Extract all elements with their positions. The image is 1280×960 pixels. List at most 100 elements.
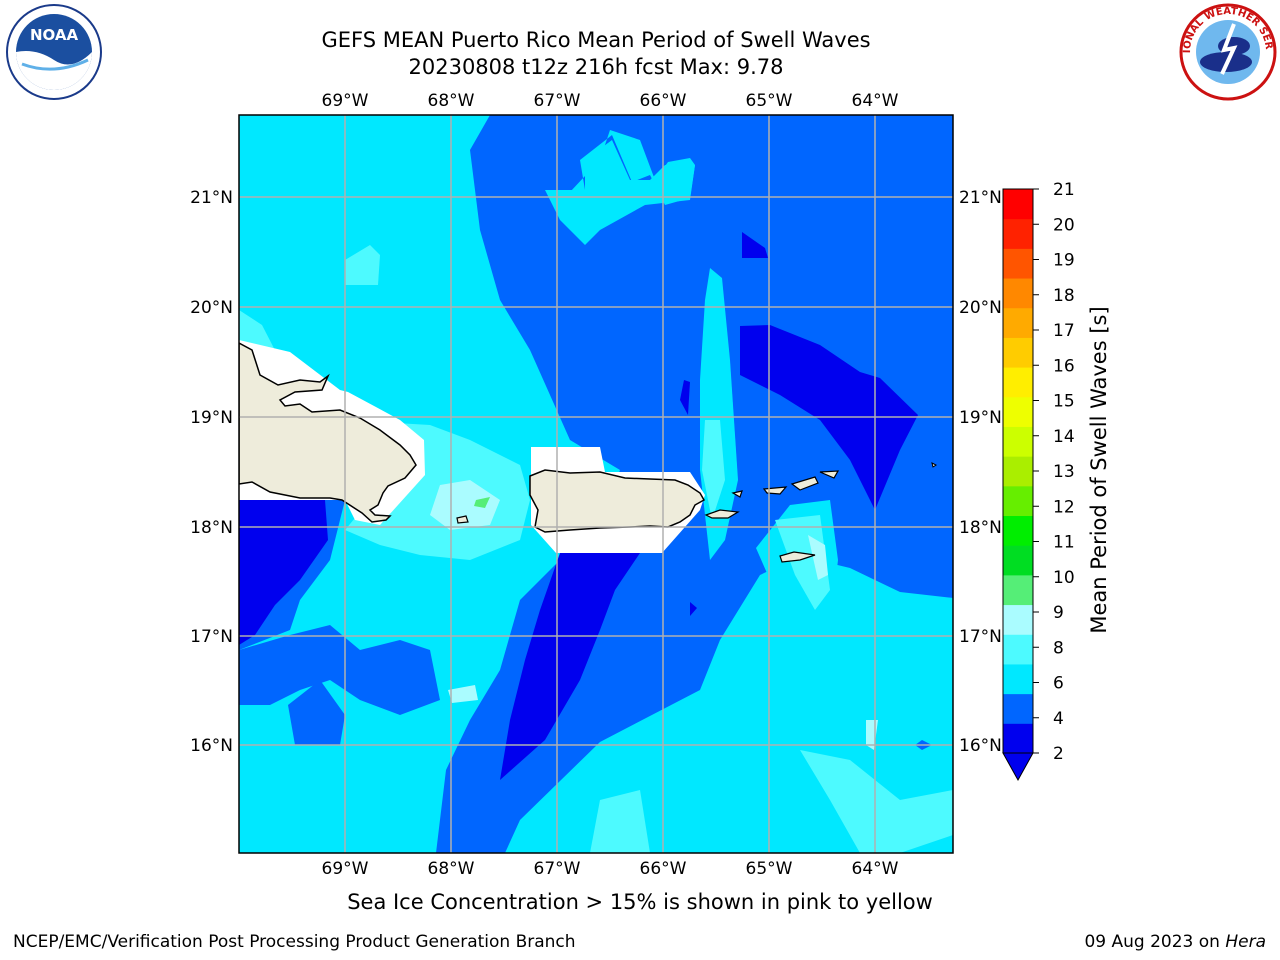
colorbar-tick-label: 10: [1053, 568, 1075, 588]
colorbar-tick-label: 6: [1053, 674, 1064, 694]
lat-label: 17°N: [190, 627, 233, 647]
colorbar-tick-label: 4: [1053, 709, 1064, 729]
field-lt2-patch3: [690, 602, 697, 616]
producer-credit: NCEP/EMC/Verification Post Processing Pr…: [13, 932, 576, 952]
lat-label: 20°N: [959, 298, 1002, 318]
colorbar-tick-label: 17: [1053, 321, 1075, 341]
colorbar-swatch: [1003, 337, 1033, 368]
colorbar-extend-arrow: [1002, 752, 1034, 782]
lat-label: 19°N: [190, 408, 233, 428]
lon-label: 66°W: [640, 859, 687, 879]
anguilla-island: [931, 462, 937, 468]
lon-label: 69°W: [322, 859, 369, 879]
lon-label: 66°W: [640, 91, 687, 111]
colorbar-tick-label: 11: [1053, 533, 1075, 553]
lon-label: 68°W: [428, 91, 475, 111]
field-2-4-southwest: [239, 625, 440, 715]
mona-island: [456, 515, 469, 524]
colorbar-swatch: [1003, 663, 1033, 695]
colorbar-tick-label: 12: [1053, 497, 1075, 517]
colorbar-swatch: [1003, 545, 1033, 576]
puerto-rico-land: [529, 469, 706, 533]
field-6-8-southeast: [800, 750, 953, 853]
lat-label: 21°N: [959, 188, 1002, 208]
field-6-8-north: [345, 245, 380, 285]
run-info: 09 Aug 2023 on Hera: [1084, 932, 1266, 952]
lon-label: 69°W: [322, 91, 369, 111]
colorbar-tick-label: 19: [1053, 251, 1075, 271]
nws-logo-icon: NATIONAL WEATHER SERVICE: [1178, 2, 1277, 101]
map-frame: [238, 114, 954, 854]
lat-label: 16°N: [190, 736, 233, 756]
colorbar-swatch: [1003, 485, 1033, 517]
colorbar-swatches: [1003, 189, 1033, 754]
svg-text:NOAA: NOAA: [30, 26, 79, 44]
run-host: Hera: [1225, 932, 1266, 952]
lon-label: 65°W: [746, 859, 793, 879]
lon-labels-bottom: 69°W 68°W 67°W 66°W 65°W 64°W: [322, 859, 899, 879]
colorbar-tick-label: 15: [1053, 392, 1075, 412]
field-6-8-tongue: [702, 420, 725, 520]
colorbar: 21 20 19 18 17 16 15 14 13 12 11 10 9 8 6 4 2 Mean Perio…: [1002, 180, 1111, 782]
colorbar-swatch: [1003, 723, 1033, 754]
colorbar-swatch: [1003, 396, 1033, 427]
colorbar-label: Mean Period of Swell Waves [s]: [1087, 306, 1111, 633]
lat-label: 18°N: [190, 518, 233, 538]
lat-label: 17°N: [959, 627, 1002, 647]
colorbar-swatch: [1003, 278, 1033, 309]
tortola-island: [790, 476, 819, 491]
colorbar-tick-label: 14: [1053, 427, 1075, 447]
colorbar-tick-label: 18: [1053, 286, 1075, 306]
plot-title: GEFS MEAN Puerto Rico Mean Period of Swe…: [321, 28, 871, 52]
field-8-9-south: [448, 685, 478, 703]
colorbar-tick-label: 9: [1053, 603, 1064, 623]
colorbar-swatch: [1003, 307, 1033, 338]
noaa-logo-icon: NOAA: [6, 4, 102, 100]
colorbar-swatch: [1003, 604, 1033, 635]
graticule: [239, 115, 953, 853]
colorbar-tick-label: 2: [1053, 744, 1064, 764]
lat-label: 18°N: [959, 518, 1002, 538]
field-2-4-blob-sw: [288, 680, 345, 745]
colorbar-tick-label: 21: [1053, 180, 1075, 200]
colorbar-swatch: [1003, 574, 1033, 606]
lon-label: 64°W: [852, 859, 899, 879]
colorbar-swatch: [1003, 515, 1033, 546]
hispaniola-land: [239, 342, 417, 523]
lat-label: 19°N: [959, 408, 1002, 428]
field-lt2-central: [500, 553, 640, 780]
lat-label: 21°N: [190, 188, 233, 208]
colorbar-tick-label: 13: [1053, 462, 1075, 482]
colorbar-tick-label: 20: [1053, 215, 1075, 235]
lon-label: 65°W: [746, 91, 793, 111]
virgin-gorda-island: [819, 470, 840, 479]
lat-labels-right: 21°N 20°N 19°N 18°N 17°N 16°N: [959, 188, 1002, 756]
lat-label: 20°N: [190, 298, 233, 318]
field-6-8-east: [775, 515, 830, 610]
colorbar-swatch: [1003, 189, 1033, 220]
colorbar-swatch: [1003, 248, 1033, 279]
plot-subtitle: 20230808 t12z 216h fcst Max: 9.78: [408, 55, 784, 79]
field-lt2-patch2: [680, 380, 690, 415]
vieques-island: [704, 509, 740, 519]
swell-period-field: [239, 115, 953, 853]
field-8-9-mona: [430, 480, 500, 530]
field-lt2-patch1: [742, 232, 768, 258]
lon-label: 67°W: [534, 859, 581, 879]
run-date: 09 Aug 2023 on: [1084, 932, 1226, 952]
colorbar-swatch: [1003, 634, 1033, 665]
lon-label: 67°W: [534, 91, 581, 111]
lon-label: 64°W: [852, 91, 899, 111]
colorbar-swatch: [1003, 426, 1033, 457]
colorbar-swatch: [1003, 218, 1033, 249]
field-8-9-east: [808, 535, 828, 580]
st-croix-island: [779, 551, 816, 563]
field-cyan-patch-north2: [545, 140, 695, 245]
colorbar-swatch: [1003, 693, 1033, 724]
field-6-8-south: [590, 790, 650, 853]
culebra-island: [731, 490, 743, 498]
sea-ice-note: Sea Ice Concentration > 15% is shown in …: [347, 890, 933, 914]
field-9-10-mona: [474, 497, 490, 508]
colorbar-ticks: 21 20 19 18 17 16 15 14 13 12 11 10 9 8 6 4 2: [1033, 180, 1075, 764]
lon-labels-top: 69°W 68°W 67°W 66°W 65°W 64°W: [322, 91, 899, 111]
